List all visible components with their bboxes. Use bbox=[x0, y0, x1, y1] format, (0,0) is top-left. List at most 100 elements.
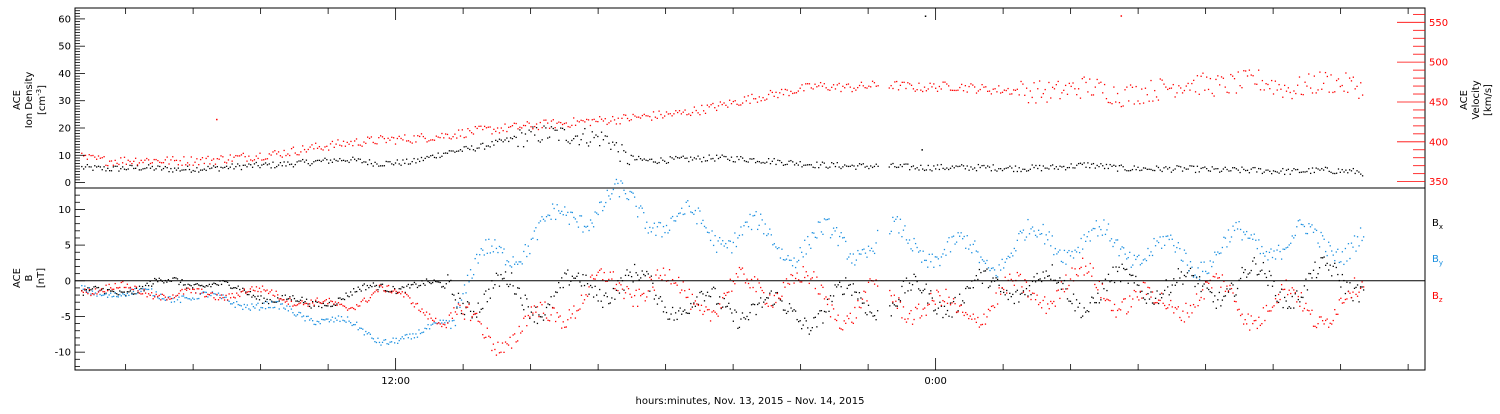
bx-point bbox=[427, 280, 429, 283]
density-point bbox=[521, 132, 523, 134]
density-point bbox=[816, 161, 818, 163]
by-point bbox=[1197, 267, 1199, 269]
density-point bbox=[1064, 169, 1067, 171]
density-point bbox=[736, 155, 738, 158]
bx-point bbox=[690, 302, 692, 305]
density-point bbox=[780, 161, 783, 164]
bz-point bbox=[1318, 316, 1321, 318]
density-point bbox=[793, 164, 796, 166]
by-point bbox=[1270, 248, 1272, 250]
by-point bbox=[448, 320, 450, 322]
bz-point bbox=[237, 294, 239, 296]
bx-point bbox=[949, 302, 952, 304]
density-point bbox=[1352, 167, 1354, 170]
density-point bbox=[621, 144, 623, 146]
bx-point bbox=[343, 298, 346, 301]
bx-point bbox=[144, 284, 147, 287]
by-point bbox=[895, 218, 897, 220]
velocity-point bbox=[322, 149, 324, 151]
bx-point bbox=[129, 290, 132, 292]
density-point bbox=[792, 161, 794, 163]
field-ylabel-line-1: ACE bbox=[12, 268, 23, 288]
by-point bbox=[583, 225, 586, 228]
bx-point bbox=[895, 305, 897, 307]
density-point bbox=[294, 163, 296, 166]
density-point bbox=[1317, 168, 1319, 170]
bz-point bbox=[917, 303, 920, 305]
bz-point bbox=[246, 291, 248, 293]
by-point bbox=[181, 295, 183, 297]
density-point bbox=[207, 165, 209, 168]
bx-point bbox=[304, 300, 306, 303]
velocity-point bbox=[825, 87, 827, 89]
by-point bbox=[796, 261, 798, 263]
density-point bbox=[558, 139, 560, 141]
bz-point bbox=[1115, 316, 1117, 318]
bz-point bbox=[483, 337, 485, 339]
bx-point bbox=[858, 292, 861, 294]
bz-point bbox=[1097, 289, 1099, 291]
by-point bbox=[129, 288, 132, 290]
by-point bbox=[816, 237, 818, 239]
density-ylabel-line-2: Ion Density bbox=[24, 72, 35, 129]
by-point bbox=[837, 244, 839, 247]
bx-point bbox=[1051, 264, 1053, 266]
by-point bbox=[91, 290, 94, 292]
bx-point bbox=[462, 302, 464, 305]
by-point bbox=[281, 303, 283, 305]
bx-point bbox=[324, 304, 326, 307]
density-point bbox=[86, 163, 89, 166]
density-point bbox=[686, 157, 688, 159]
bx-point bbox=[518, 287, 520, 290]
bz-point bbox=[1074, 268, 1076, 270]
bz-point bbox=[1271, 306, 1274, 308]
bx-point bbox=[608, 302, 610, 305]
by-point bbox=[233, 302, 235, 304]
density-point bbox=[1347, 172, 1349, 174]
density-point bbox=[803, 164, 805, 166]
velocity-point bbox=[450, 138, 452, 140]
density-point bbox=[782, 164, 785, 166]
by-point bbox=[600, 201, 602, 203]
bz-point bbox=[1262, 307, 1265, 309]
bx-point bbox=[199, 285, 201, 287]
bz-point bbox=[1332, 319, 1334, 322]
density-unit-exponent: -3 bbox=[35, 89, 43, 96]
bx-point bbox=[942, 316, 944, 319]
velocity-point bbox=[602, 120, 605, 122]
bx-point bbox=[831, 300, 833, 303]
bz-point bbox=[940, 304, 943, 307]
bz-point bbox=[974, 318, 976, 320]
by-point bbox=[1186, 264, 1189, 266]
density-point bbox=[1337, 168, 1340, 170]
velocity-point bbox=[149, 162, 152, 165]
bz-point bbox=[1129, 295, 1131, 297]
bx-point bbox=[719, 296, 721, 298]
density-point bbox=[155, 168, 157, 170]
by-point bbox=[1315, 229, 1318, 232]
bz-point bbox=[819, 293, 821, 295]
density-point bbox=[296, 161, 298, 163]
velocity-point bbox=[1224, 86, 1226, 88]
bx-point bbox=[281, 294, 283, 297]
velocity-point bbox=[758, 96, 760, 98]
density-point bbox=[324, 157, 326, 159]
density-point bbox=[1031, 164, 1033, 166]
by-point bbox=[822, 233, 824, 235]
bx-point bbox=[725, 306, 727, 308]
by-point bbox=[577, 226, 580, 228]
bx-point bbox=[1241, 266, 1243, 269]
velocity-point bbox=[610, 120, 612, 122]
bx-point bbox=[267, 302, 270, 305]
velocity-point bbox=[573, 117, 575, 119]
velocity-point bbox=[790, 90, 792, 93]
velocity-point bbox=[677, 111, 679, 114]
velocity-point bbox=[437, 136, 439, 138]
bx-point bbox=[1259, 270, 1261, 272]
bx-point bbox=[245, 291, 247, 293]
bz-point bbox=[869, 278, 871, 280]
density-point bbox=[1276, 171, 1278, 173]
density-point bbox=[378, 165, 380, 167]
velocity-point bbox=[1211, 92, 1213, 95]
bx-point bbox=[1142, 297, 1145, 299]
